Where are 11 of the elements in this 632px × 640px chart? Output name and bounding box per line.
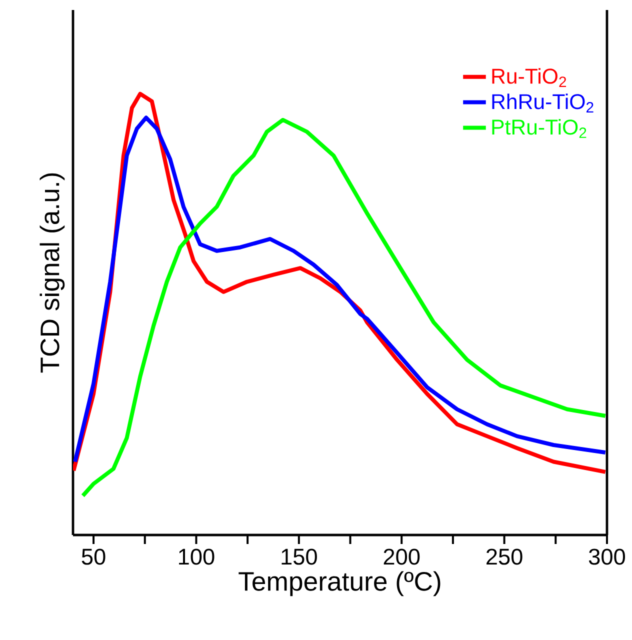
legend-label: PtRu-TiO$_{2}$ — [492, 119, 586, 138]
y-axis-title: TCD signal (a.u.) — [40, 173, 65, 373]
legend-label: RhRu-TiO$_{2}$ — [492, 94, 594, 112]
x-tick-label: 150 — [282, 548, 317, 565]
legend-label: Ru-TiO$_{2}$ — [492, 68, 566, 88]
x-tick-label: 50 — [82, 548, 106, 565]
x-tick-label: 200 — [384, 548, 420, 565]
x-tick-label: 100 — [179, 548, 214, 565]
x-tick-label: 300 — [588, 548, 626, 565]
x-tick-label: 250 — [486, 548, 522, 565]
x-axis-title: Temperature (ºC) — [238, 571, 440, 596]
